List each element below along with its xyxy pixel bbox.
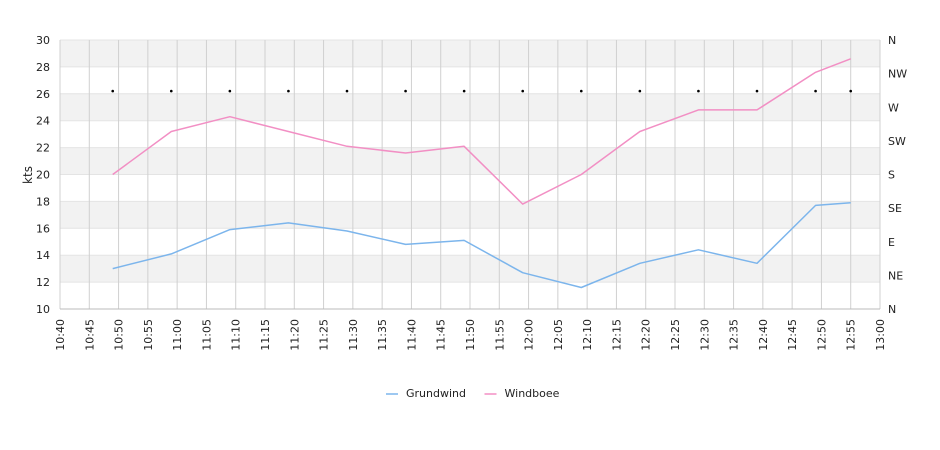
y2-tick-label: S (888, 169, 895, 182)
x-tick-label: 11:55 (493, 319, 506, 351)
direction-marker (849, 89, 853, 93)
x-tick-label: 12:10 (581, 319, 594, 351)
direction-marker (697, 89, 700, 93)
x-tick-label: 11:50 (464, 319, 477, 351)
x-tick-label: 11:10 (230, 319, 243, 351)
x-tick-label: 11:05 (200, 319, 213, 351)
direction-marker (579, 89, 583, 93)
direction-marker (814, 89, 817, 93)
y2-tick-label: N (888, 303, 896, 316)
x-tick-label: 11:35 (376, 319, 389, 351)
direction-marker (169, 89, 173, 93)
y-tick-label: 22 (36, 142, 50, 155)
x-tick-label: 13:00 (874, 319, 887, 351)
y-tick-label: 16 (36, 222, 50, 235)
x-tick-label: 11:00 (171, 319, 184, 351)
x-axis-ticks: 10:40 10:45 10:50 10:55 11:00 11:05 11:10 11:15… (54, 319, 887, 351)
x-tick-label: 12:50 (815, 319, 828, 351)
x-tick-label: 10:40 (54, 319, 67, 351)
y2-tick-label: SE (888, 202, 902, 215)
direction-marker (345, 89, 349, 93)
legend-label: Windboee (505, 387, 560, 400)
x-tick-label: 12:05 (552, 319, 565, 351)
direction-marker (638, 89, 642, 93)
x-tick-label: 11:15 (259, 319, 272, 351)
x-tick-label: 11:40 (405, 319, 418, 351)
x-tick-label: 12:35 (728, 319, 741, 351)
x-tick-label: 12:40 (757, 319, 770, 351)
y2-tick-label: NW (888, 68, 907, 81)
x-tick-label: 12:55 (845, 319, 858, 351)
y2-axis-ticks: N NE E SE S SW W NW N (888, 34, 907, 316)
y-tick-label: 30 (36, 34, 50, 47)
x-tick-label: 10:45 (83, 319, 96, 351)
x-tick-label: 12:45 (786, 319, 799, 351)
y-tick-label: 10 (36, 303, 50, 316)
series-lines (112, 58, 851, 289)
y2-tick-label: E (888, 236, 895, 249)
series-line-grundwind (112, 201, 851, 289)
x-tick-label: 10:50 (113, 319, 126, 351)
legend-label: Grundwind (406, 387, 466, 400)
y2-tick-label: NE (888, 269, 903, 282)
y-tick-label: 14 (36, 249, 50, 262)
y2-tick-label: N (888, 34, 896, 47)
direction-marker (755, 89, 759, 93)
direction-markers (111, 89, 853, 93)
legend[interactable]: Grundwind Windboee (386, 387, 560, 400)
x-tick-label: 12:20 (640, 319, 653, 351)
x-tick-label: 11:45 (435, 319, 448, 351)
y-tick-label: 18 (36, 195, 50, 208)
y-axis-label: kts (21, 166, 35, 184)
y-tick-label: 26 (36, 88, 50, 101)
vertical-gridlines (59, 40, 881, 310)
y2-tick-label: SW (888, 135, 906, 148)
series-line-windboee (112, 58, 851, 205)
x-tick-label: 11:25 (318, 319, 331, 351)
y-axis-ticks: 10 12 14 16 18 20 22 24 26 28 30 (36, 34, 50, 316)
direction-marker (287, 89, 290, 93)
y-tick-label: 28 (36, 61, 50, 74)
x-tick-label: 11:20 (288, 319, 301, 351)
y2-tick-label: W (888, 101, 899, 114)
direction-marker (111, 89, 115, 93)
x-tick-label: 12:15 (610, 319, 623, 351)
x-tick-label: 11:30 (347, 319, 360, 351)
direction-marker (462, 89, 466, 93)
y-tick-label: 12 (36, 276, 50, 289)
x-tick-label: 12:30 (698, 319, 711, 351)
legend-item-grundwind[interactable]: Grundwind (386, 387, 466, 400)
legend-item-windboee[interactable]: Windboee (484, 387, 560, 400)
direction-marker (404, 89, 407, 93)
x-tick-label: 10:55 (142, 319, 155, 351)
x-tick-label: 12:00 (523, 319, 536, 351)
direction-marker (521, 89, 525, 93)
x-tick-label: 12:25 (669, 319, 682, 351)
y-tick-label: 20 (36, 169, 50, 182)
direction-marker (228, 89, 232, 93)
y-tick-label: 24 (36, 115, 50, 128)
